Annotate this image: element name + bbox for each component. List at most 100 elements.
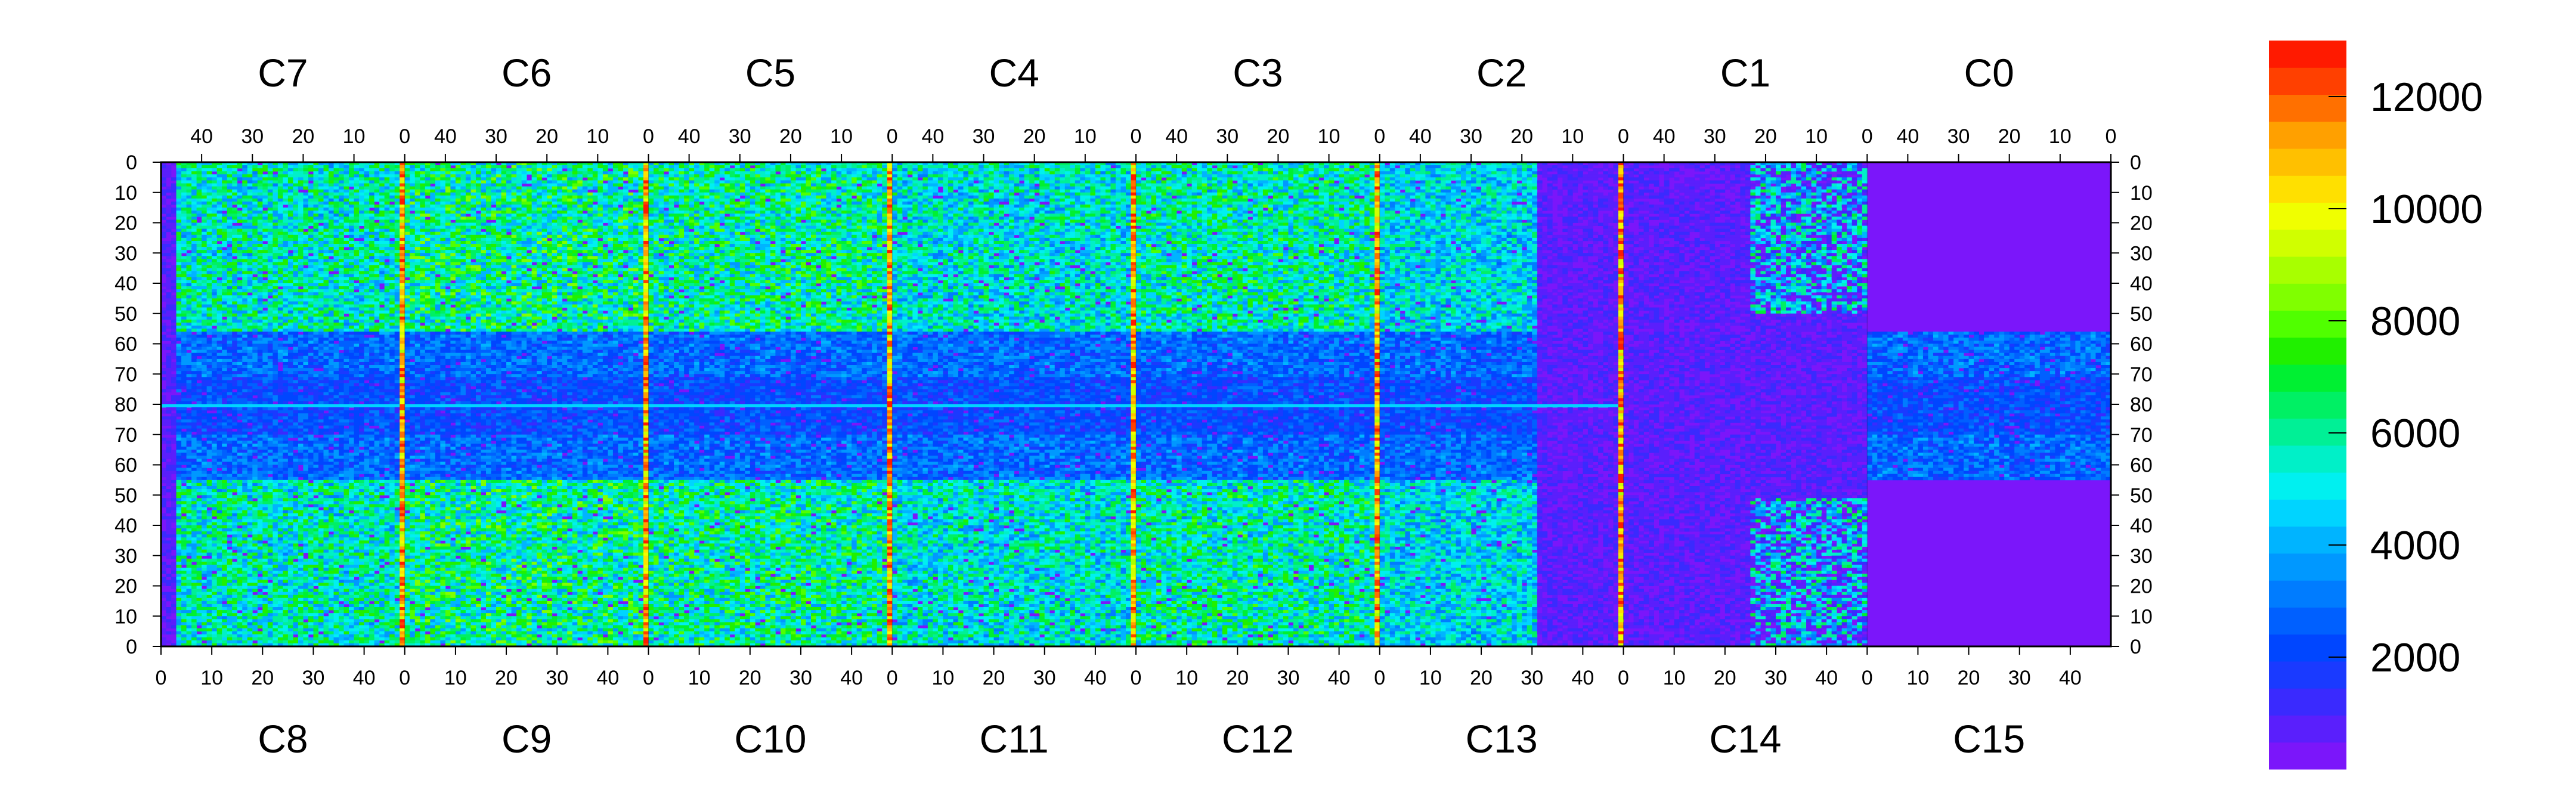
heat-cell — [313, 180, 318, 183]
heat-cell — [395, 196, 400, 199]
heat-cell — [324, 187, 329, 190]
heat-cell — [212, 190, 217, 193]
heat-cell — [227, 202, 233, 205]
heat-cell — [181, 168, 187, 171]
heat-cell — [283, 187, 288, 190]
heat-cell — [283, 216, 288, 219]
heat-cell — [273, 277, 278, 280]
heat-cell — [334, 268, 339, 271]
heat-cell — [318, 168, 324, 171]
heat-cell — [212, 174, 217, 177]
heat-cell — [379, 199, 385, 202]
heat-cell — [177, 235, 182, 238]
heat-cell — [308, 219, 314, 222]
heat-cell — [237, 235, 243, 238]
heat-cell — [379, 256, 385, 259]
heat-cell — [252, 165, 258, 168]
heat-cell — [395, 265, 400, 268]
heat-cell — [278, 235, 283, 238]
heat-cell — [273, 286, 278, 289]
heat-cell — [339, 244, 344, 247]
heat-cell — [349, 193, 354, 196]
heat-cell — [339, 199, 344, 202]
heat-cell — [237, 205, 243, 208]
heat-cell — [217, 250, 222, 253]
heat-cell — [400, 262, 405, 265]
heat-cell — [227, 216, 233, 219]
heat-cell — [329, 223, 334, 226]
heat-cell — [324, 259, 329, 262]
heat-cell — [191, 184, 197, 187]
heat-cell — [400, 238, 405, 241]
heat-cell — [232, 213, 237, 216]
heat-cell — [324, 180, 329, 183]
heat-cell — [227, 174, 233, 177]
heat-cell — [354, 268, 360, 271]
heat-cell — [374, 174, 380, 177]
heat-cell — [222, 223, 227, 226]
heat-cell — [166, 205, 172, 208]
heat-cell — [374, 171, 380, 174]
heat-cell — [359, 190, 364, 193]
heat-cell — [177, 280, 182, 283]
heat-cell — [252, 283, 258, 286]
heat-cell — [369, 274, 374, 277]
heat-cell — [258, 210, 263, 213]
heat-cell — [232, 216, 237, 219]
heat-cell — [308, 229, 314, 232]
heat-cell — [329, 241, 334, 244]
heat-cell — [197, 274, 202, 277]
heat-cell — [288, 190, 293, 193]
heat-cell — [385, 262, 390, 265]
heat-cell — [349, 199, 354, 202]
heat-cell — [354, 286, 360, 289]
heat-cell — [389, 286, 395, 289]
heat-cell — [293, 268, 298, 271]
heat-cell — [349, 259, 354, 262]
heat-cell — [181, 277, 187, 280]
heat-cell — [354, 196, 360, 199]
heat-cell — [247, 199, 253, 202]
heat-cell — [334, 210, 339, 213]
heat-cell — [273, 229, 278, 232]
heat-cell — [308, 247, 314, 250]
heat-cell — [298, 280, 304, 283]
heat-cell — [242, 247, 247, 250]
heat-cell — [171, 253, 177, 256]
heat-cell — [339, 262, 344, 265]
heat-cell — [191, 247, 197, 250]
heat-cell — [278, 226, 283, 229]
heat-cell — [389, 250, 395, 253]
heat-cell — [293, 271, 298, 274]
heat-cell — [177, 238, 182, 241]
heat-cell — [400, 210, 405, 213]
heat-cell — [339, 274, 344, 277]
heat-cell — [385, 256, 390, 259]
heat-cell — [217, 165, 222, 168]
heat-cell — [268, 213, 273, 216]
heat-cell — [247, 213, 253, 216]
heat-cell — [389, 216, 395, 219]
heat-cell — [288, 229, 293, 232]
heat-cell — [349, 232, 354, 235]
heat-cell — [262, 187, 268, 190]
heat-cell — [181, 210, 187, 213]
heat-cell — [242, 168, 247, 171]
heat-cell — [293, 256, 298, 259]
heat-cell — [217, 265, 222, 268]
heat-cell — [202, 280, 207, 283]
heat-cell — [191, 241, 197, 244]
heat-cell — [334, 180, 339, 183]
heat-cell — [262, 274, 268, 277]
heat-cell — [197, 277, 202, 280]
heat-cell — [187, 286, 192, 289]
heat-cell — [303, 274, 308, 277]
heat-cell — [298, 177, 304, 180]
heat-cell — [288, 196, 293, 199]
heat-cell — [369, 187, 374, 190]
heat-cell — [389, 235, 395, 238]
heat-cell — [379, 177, 385, 180]
heat-cell — [252, 210, 258, 213]
heat-cell — [262, 193, 268, 196]
heat-cell — [191, 250, 197, 253]
